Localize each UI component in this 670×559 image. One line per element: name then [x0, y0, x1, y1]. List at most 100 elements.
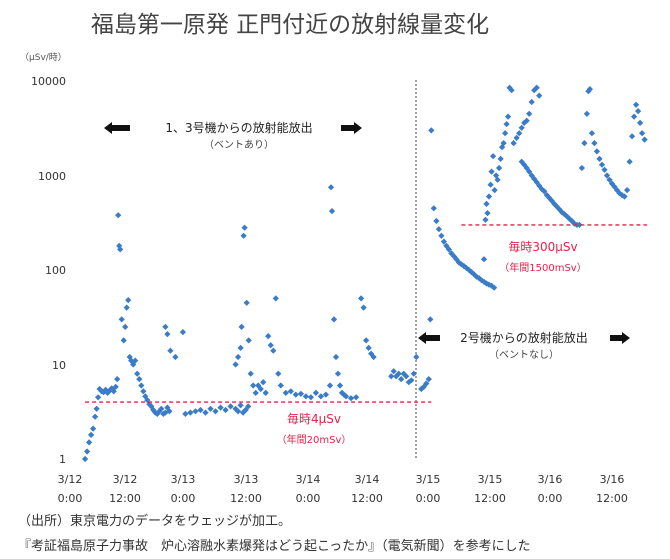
data-point [370, 353, 377, 361]
x-tick-time: 12:00 [230, 492, 262, 505]
data-point [388, 373, 395, 380]
x-tick-time: 12:00 [351, 492, 383, 505]
data-point [491, 186, 498, 194]
data-point [591, 139, 598, 147]
data-point [115, 212, 122, 219]
data-point [497, 155, 504, 163]
reference-lines [85, 224, 648, 403]
data-point [114, 375, 121, 383]
x-tick-date: 3/14 [355, 473, 380, 486]
data-point [267, 342, 274, 349]
data-point [408, 377, 415, 384]
data-point [292, 391, 299, 398]
annotation-units-1-3: 1、3号機からの放射能放出 [165, 120, 312, 135]
data-point [626, 158, 633, 165]
x-tick-time: 12:00 [596, 492, 628, 505]
x-tick-time: 12:00 [109, 492, 141, 505]
data-point [125, 296, 132, 304]
data-point [118, 316, 125, 323]
data-point [172, 353, 179, 361]
x-tick-date: 3/15 [416, 473, 441, 486]
data-point [237, 344, 244, 352]
data-point [488, 168, 495, 175]
data-point [334, 370, 342, 377]
data-point [93, 405, 100, 412]
x-tick-date: 3/16 [600, 473, 625, 486]
data-point [593, 148, 601, 155]
data-point [162, 323, 169, 331]
data-point [428, 127, 435, 134]
y-tick-label: 100 [45, 264, 66, 277]
data-point [123, 304, 130, 311]
data-point [427, 316, 434, 323]
arrow-right-icon [610, 332, 630, 344]
data-point [202, 409, 209, 416]
data-point [81, 455, 89, 463]
data-point [262, 389, 269, 397]
data-point [423, 380, 430, 387]
data-point [347, 395, 355, 402]
data-point [85, 439, 93, 446]
data-point [403, 373, 410, 380]
reference-label-300usv: 毎時300μSv [508, 239, 577, 254]
data-point [413, 353, 420, 361]
data-point [182, 410, 189, 418]
data-point [638, 130, 646, 137]
data-point [260, 379, 267, 386]
y-tick-label: 1000 [38, 170, 66, 183]
data-point [440, 238, 448, 245]
data-point [287, 388, 294, 395]
data-point [362, 337, 370, 344]
data-point [212, 408, 219, 415]
x-tick-date: 3/12 [113, 473, 138, 486]
annotation-units-1-3-sub: （ベントあり） [204, 139, 274, 151]
x-tick-time: 0:00 [58, 492, 83, 505]
x-tick-time: 0:00 [171, 492, 196, 505]
data-point [240, 232, 247, 239]
data-point [526, 110, 533, 117]
data-point [395, 370, 402, 377]
data-point [596, 155, 603, 163]
data-point [272, 295, 279, 302]
x-axis: 3/12 0:00 3/12 12:00 3/13 0:00 3/13 12:0… [58, 473, 628, 505]
y-tick-label: 1 [59, 453, 66, 466]
data-point [630, 113, 638, 120]
data-point [636, 119, 644, 127]
x-tick-time: 0:00 [538, 492, 563, 505]
data-point [365, 344, 372, 352]
data-point [634, 107, 642, 115]
data-point [232, 361, 239, 368]
x-tick-date: 3/12 [58, 473, 83, 486]
data-point [425, 375, 432, 383]
data-point [623, 186, 631, 194]
x-tick-date: 3/15 [478, 473, 503, 486]
data-point [117, 246, 124, 253]
arrow-right-icon [341, 122, 362, 134]
data-point [438, 232, 445, 239]
data-point [398, 375, 405, 383]
data-point [243, 299, 250, 306]
x-tick-time: 0:00 [296, 492, 321, 505]
data-point [265, 332, 272, 340]
reference-sublabel-4usv: （年間20mSv） [277, 433, 352, 446]
data-point [138, 382, 145, 389]
data-point [222, 406, 229, 414]
reference-label-4usv: 毎時4μSv [287, 411, 341, 426]
data-point [510, 139, 517, 147]
data-point [317, 393, 325, 400]
data-point [120, 337, 127, 344]
data-point [500, 139, 507, 147]
data-point [322, 391, 330, 398]
y-tick-label: 10000 [31, 75, 66, 88]
data-point [495, 164, 503, 172]
data-point [490, 284, 498, 291]
data-point [632, 101, 640, 108]
data-point [197, 406, 204, 414]
y-unit-label: （μSv/時） [20, 52, 67, 63]
data-point [332, 353, 340, 361]
data-point [336, 382, 344, 389]
data-point [435, 226, 443, 233]
data-point [91, 413, 99, 420]
data-point [277, 382, 284, 389]
x-tick-date: 3/13 [171, 473, 196, 486]
